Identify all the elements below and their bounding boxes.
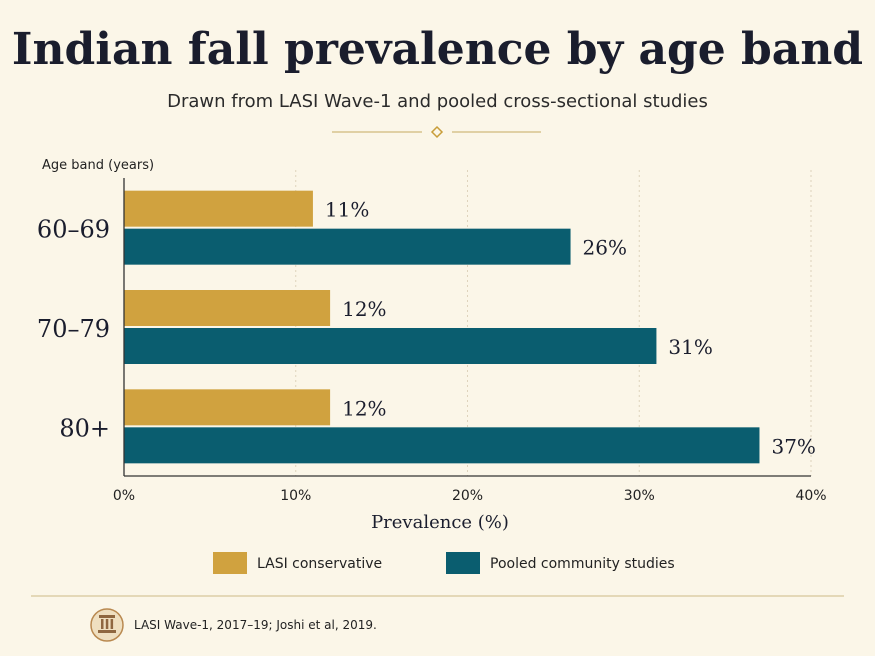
x-tick-label: 30%	[624, 488, 655, 504]
pooled-community-studies-bar	[124, 228, 571, 265]
legend-swatch-pooled	[446, 552, 480, 574]
x-tick-label: 0%	[113, 488, 135, 504]
legend: LASI conservative Pooled community studie…	[213, 552, 675, 574]
legend-label-lasi: LASI conservative	[257, 556, 382, 572]
lasi-conservative-bar	[124, 290, 331, 326]
bar-value-label: 12%	[342, 396, 386, 420]
x-axis-label: Prevalence (%)	[371, 512, 509, 533]
x-tick-label: 20%	[452, 488, 483, 504]
source-pillar-icon	[90, 608, 124, 642]
category-labels: 60–69 70–79 80+	[37, 216, 110, 443]
axes	[123, 178, 811, 477]
lasi-conservative-bar	[124, 389, 331, 426]
pooled-community-studies-bar	[124, 328, 657, 364]
legend-swatch-lasi	[213, 552, 247, 574]
bars	[124, 190, 760, 464]
lasi-conservative-bar	[124, 190, 313, 227]
source-text: LASI Wave-1, 2017–19; Joshi et al, 2019.	[134, 618, 377, 632]
x-tick-label: 10%	[280, 488, 311, 504]
bar-value-label: 12%	[342, 297, 386, 321]
bar-value-label: 31%	[668, 335, 712, 359]
pooled-community-studies-bar	[124, 427, 760, 464]
category-label: 80+	[59, 414, 110, 442]
category-label: 60–69	[37, 216, 110, 244]
y-axis-label: Age band (years)	[42, 158, 154, 173]
legend-label-pooled: Pooled community studies	[490, 556, 675, 572]
chart-title: Indian fall prevalence by age band	[12, 24, 863, 75]
category-label: 70–79	[37, 315, 110, 343]
chart-subtitle: Drawn from LASI Wave-1 and pooled cross-…	[167, 91, 708, 112]
bar-labels: 11% 26% 12% 31% 12% 37%	[325, 198, 816, 459]
title-divider	[332, 125, 541, 139]
bar-value-label: 26%	[583, 236, 627, 260]
diamond-ornament-icon	[430, 125, 444, 139]
tick-labels: 0% 10% 20% 30% 40%	[113, 488, 827, 504]
bar-value-label: 37%	[771, 434, 815, 458]
bar-value-label: 11%	[325, 198, 369, 222]
x-tick-label: 40%	[795, 488, 826, 504]
